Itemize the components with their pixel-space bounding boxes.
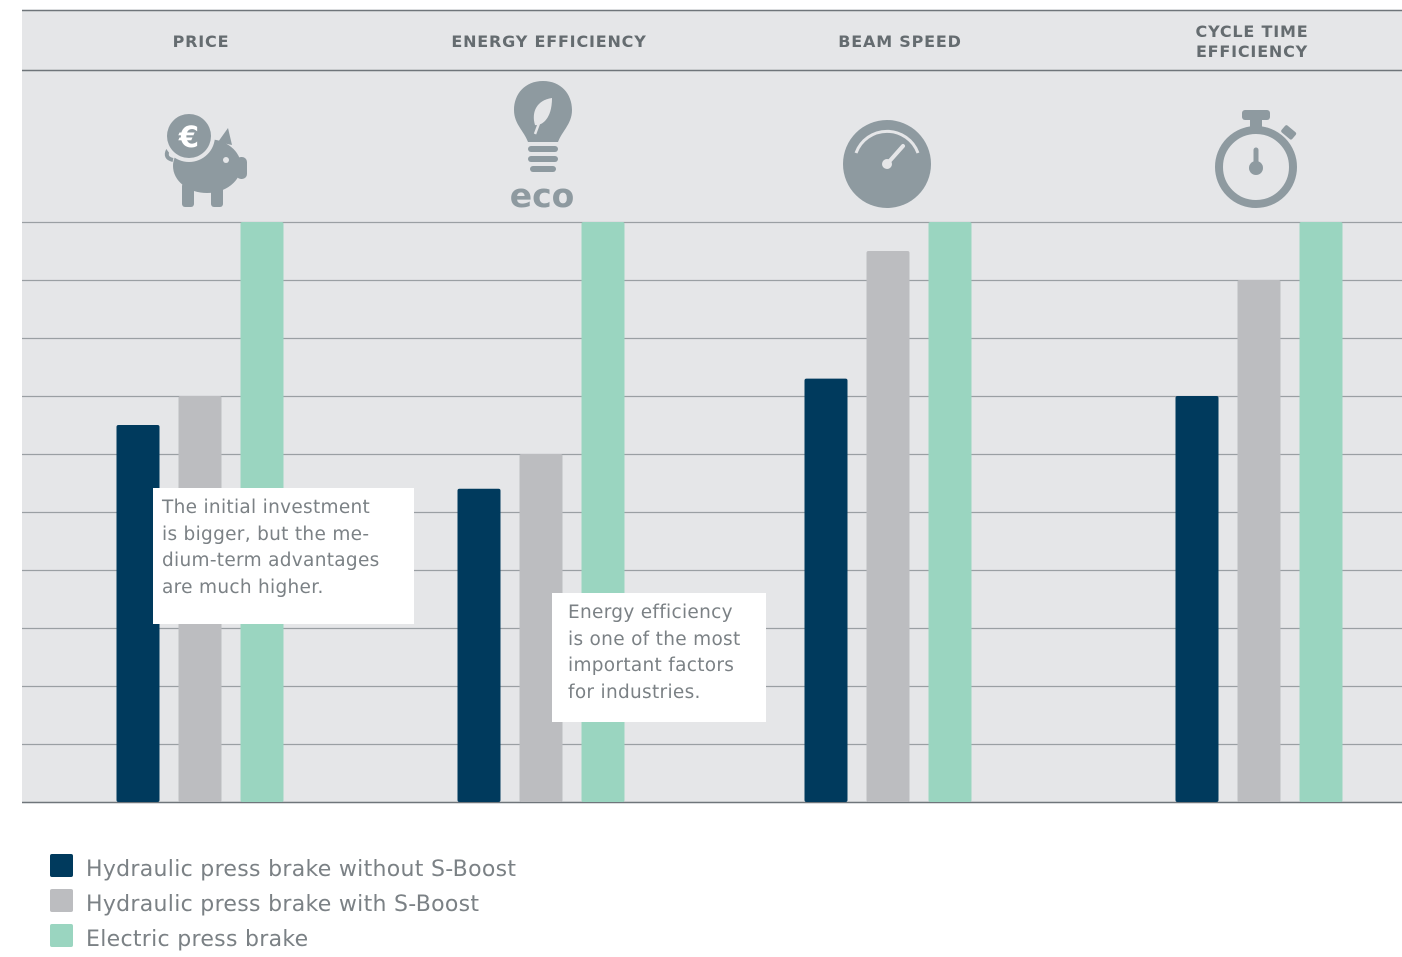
price-annotation-line: is bigger, but the me- — [162, 523, 370, 545]
bar — [457, 488, 501, 802]
bar — [866, 251, 910, 802]
energy-annotation-line: is one of the most — [568, 628, 741, 650]
bar — [116, 425, 160, 802]
svg-text:eco: eco — [510, 176, 575, 215]
legend-label: Hydraulic press brake with S-Boost — [86, 892, 480, 917]
category-label: EFFICIENCY — [1196, 42, 1308, 61]
category-label: PRICE — [173, 32, 230, 51]
energy-annotation-line: Energy efficiency — [568, 602, 733, 623]
bar — [1299, 222, 1343, 802]
eco-lightbulb-icon: eco — [510, 81, 575, 215]
legend-item: Hydraulic press brake with S-Boost — [50, 887, 516, 922]
bar — [928, 222, 972, 802]
price-annotation: The initial investment is bigger, but th… — [153, 488, 414, 624]
price-annotation-line: are much higher. — [162, 576, 324, 598]
bar — [1175, 396, 1219, 802]
bar — [804, 378, 848, 802]
legend-swatch — [50, 854, 73, 877]
category-label: CYCLE TIME — [1196, 22, 1309, 41]
energy-annotation-line: for industries. — [568, 681, 701, 703]
energy-annotation: Energy efficiency is one of the most imp… — [552, 593, 766, 722]
piggy-bank-euro-icon: € — [163, 110, 247, 207]
category-label: BEAM SPEED — [838, 32, 961, 51]
bar — [1237, 280, 1281, 802]
legend-item: Hydraulic press brake without S-Boost — [50, 852, 516, 887]
legend: Hydraulic press brake without S-Boost Hy… — [50, 852, 516, 957]
stopwatch-icon — [1215, 110, 1297, 208]
legend-swatch — [50, 889, 73, 912]
legend-label: Hydraulic press brake without S-Boost — [86, 857, 517, 882]
price-annotation-line: The initial investment — [162, 497, 371, 518]
speedometer-icon — [843, 120, 931, 208]
svg-text:€: € — [178, 120, 199, 154]
legend-label: Electric press brake — [86, 927, 309, 952]
category-labels: PRICE ENERGY EFFICIENCY BEAM SPEED CYCLE TI… — [173, 22, 1309, 61]
price-annotation-line: dium-term advantages — [162, 550, 380, 571]
legend-swatch — [50, 924, 73, 947]
energy-annotation-line: important factors — [568, 655, 735, 676]
bar — [519, 454, 563, 802]
legend-item: Electric press brake — [50, 922, 516, 957]
category-label: ENERGY EFFICIENCY — [451, 32, 646, 51]
